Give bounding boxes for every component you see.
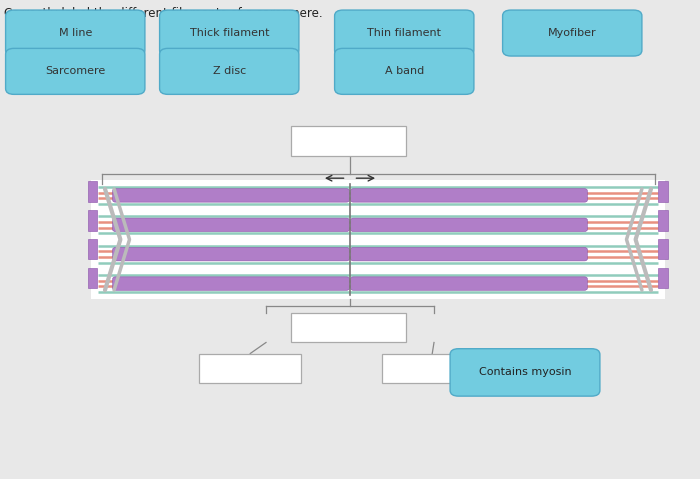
FancyBboxPatch shape <box>658 268 668 288</box>
Text: Myofiber: Myofiber <box>548 28 596 38</box>
FancyBboxPatch shape <box>335 10 474 56</box>
FancyBboxPatch shape <box>351 189 587 202</box>
FancyBboxPatch shape <box>290 313 406 342</box>
FancyBboxPatch shape <box>658 210 668 230</box>
FancyBboxPatch shape <box>382 354 483 383</box>
FancyBboxPatch shape <box>351 277 587 290</box>
Text: Thin filament: Thin filament <box>368 28 441 38</box>
FancyBboxPatch shape <box>113 218 349 231</box>
FancyBboxPatch shape <box>113 248 349 261</box>
FancyBboxPatch shape <box>335 48 474 94</box>
FancyBboxPatch shape <box>450 349 600 396</box>
FancyBboxPatch shape <box>160 48 299 94</box>
FancyBboxPatch shape <box>88 181 97 202</box>
FancyBboxPatch shape <box>91 180 665 299</box>
Text: Sarcomere: Sarcomere <box>45 67 106 76</box>
Text: Contains myosin: Contains myosin <box>479 367 571 377</box>
Text: M line: M line <box>59 28 92 38</box>
FancyBboxPatch shape <box>160 10 299 56</box>
Text: Correctly label the different filaments of a sarcomere.: Correctly label the different filaments … <box>4 7 322 20</box>
FancyBboxPatch shape <box>113 277 349 290</box>
Text: Z disc: Z disc <box>213 67 246 76</box>
FancyBboxPatch shape <box>88 239 97 260</box>
FancyBboxPatch shape <box>503 10 642 56</box>
FancyBboxPatch shape <box>199 354 301 383</box>
FancyBboxPatch shape <box>88 268 97 288</box>
FancyBboxPatch shape <box>351 248 587 261</box>
FancyBboxPatch shape <box>658 181 668 202</box>
FancyBboxPatch shape <box>88 210 97 230</box>
FancyBboxPatch shape <box>351 218 587 231</box>
FancyBboxPatch shape <box>6 48 145 94</box>
FancyBboxPatch shape <box>113 189 349 202</box>
Text: A band: A band <box>384 67 424 76</box>
Text: Thick filament: Thick filament <box>190 28 269 38</box>
FancyBboxPatch shape <box>6 10 145 56</box>
FancyBboxPatch shape <box>658 239 668 260</box>
FancyBboxPatch shape <box>290 126 406 156</box>
